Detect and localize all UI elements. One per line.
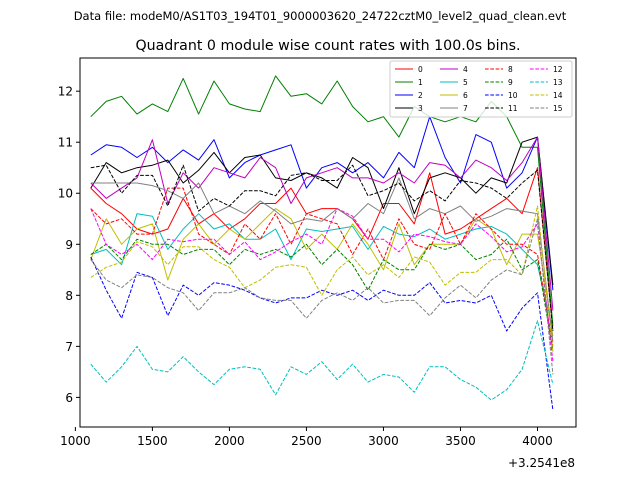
series-line-0: [90, 167, 554, 332]
axes-frame: [79, 57, 577, 428]
series-line-13: [90, 320, 554, 401]
legend-label-3: 3: [418, 104, 423, 113]
legend-label-6: 6: [463, 91, 468, 100]
series-line-9: [90, 238, 554, 352]
x-offset-label: +3.2541e8: [508, 456, 575, 470]
legend-label-9: 9: [508, 78, 513, 87]
y-tick-label: 10: [58, 187, 73, 201]
x-tick-label: 1500: [137, 434, 168, 448]
x-tick-label: 3000: [368, 434, 399, 448]
legend-label-8: 8: [508, 65, 513, 74]
series-line-7: [90, 177, 554, 342]
y-tick-label: 6: [65, 391, 73, 405]
legend-label-4: 4: [463, 65, 468, 74]
series-line-10: [90, 256, 554, 411]
series-line-6: [90, 208, 554, 337]
legend-label-13: 13: [553, 78, 563, 87]
legend-label-7: 7: [463, 104, 468, 113]
legend-label-10: 10: [508, 91, 518, 100]
series-line-5: [90, 213, 554, 332]
legend-label-2: 2: [418, 91, 423, 100]
legend-box: [389, 60, 573, 118]
figure-suptitle: Data file: modeM0/AS1T03_194T01_90000036…: [74, 9, 567, 23]
series-line-11: [90, 164, 554, 332]
y-tick-label: 12: [58, 85, 73, 99]
x-tick-label: 4000: [522, 434, 553, 448]
y-tick-label: 8: [65, 289, 73, 303]
series-layer: [90, 75, 554, 411]
x-tick-label: 3500: [445, 434, 476, 448]
legend-label-0: 0: [418, 65, 423, 74]
x-tick-label: 1000: [60, 434, 91, 448]
chart-title: Quadrant 0 module wise count rates with …: [135, 38, 520, 54]
x-tick-label: 2500: [291, 434, 322, 448]
series-line-2: [90, 116, 554, 291]
legend-label-14: 14: [553, 91, 563, 100]
series-line-8: [90, 187, 554, 347]
series-line-1: [90, 75, 554, 326]
legend-label-1: 1: [418, 78, 423, 87]
legend-label-11: 11: [508, 104, 518, 113]
series-line-14: [90, 205, 554, 352]
x-tick-label: 2000: [214, 434, 245, 448]
y-tick-label: 7: [65, 340, 73, 354]
y-tick-label: 11: [58, 136, 73, 150]
legend-label-15: 15: [553, 104, 563, 113]
y-tick-label: 9: [65, 238, 73, 252]
series-line-3: [90, 136, 554, 286]
series-line-12: [90, 208, 554, 362]
legend-label-5: 5: [463, 78, 468, 87]
ticks-layer: 1000 1500 2000 2500 3000 3500 4000 6 7 8 9 10 11 12: [58, 85, 553, 448]
legend-label-12: 12: [553, 65, 563, 74]
series-line-15: [90, 218, 554, 375]
series-line-4: [90, 136, 554, 311]
